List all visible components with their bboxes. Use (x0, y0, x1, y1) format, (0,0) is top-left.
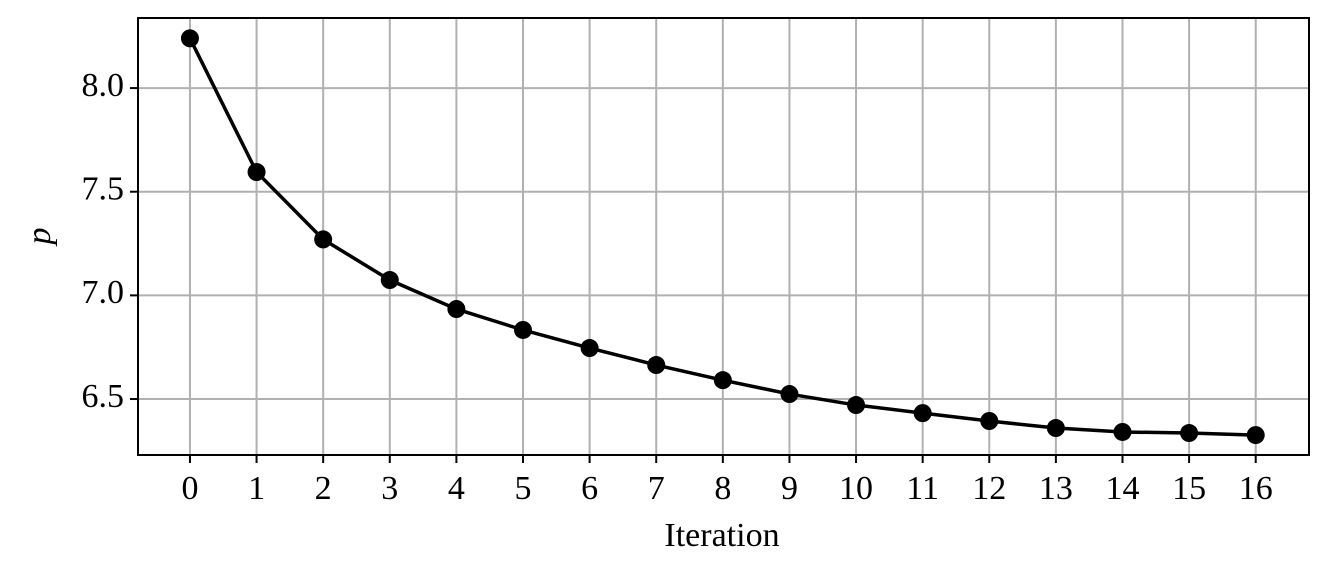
point (180, 29, 199, 48)
y-tick-label: 7.5 (82, 171, 125, 208)
x-tick-label: 9 (781, 470, 798, 507)
point (580, 339, 599, 358)
point (780, 385, 799, 404)
x-tick-label: 0 (181, 470, 198, 507)
x-tick-label: 3 (381, 470, 398, 507)
x-tick-label: 14 (1105, 470, 1139, 507)
point (314, 230, 333, 249)
point (847, 396, 866, 415)
point (247, 163, 266, 182)
point (1113, 422, 1132, 441)
point (713, 371, 732, 390)
point (647, 356, 666, 375)
x-tick-label: 16 (1239, 470, 1273, 507)
x-tick-label: 6 (581, 470, 598, 507)
x-tick-label: 11 (906, 470, 939, 507)
point (913, 404, 932, 423)
x-tick-label: 4 (448, 470, 465, 507)
x-tick-label: 15 (1172, 470, 1206, 507)
x-tick-label: 1 (248, 470, 265, 507)
x-tick-label: 10 (839, 470, 873, 507)
y-tick-label: 8.0 (82, 67, 125, 104)
y-tick-label: 6.5 (82, 378, 125, 415)
plot-frame (137, 17, 1310, 456)
x-tick-label: 5 (515, 470, 532, 507)
point (514, 320, 533, 339)
x-tick-label: 2 (315, 470, 332, 507)
point (1246, 426, 1265, 445)
point (1180, 424, 1199, 443)
y-tick-label: 7.0 (82, 274, 125, 311)
point (447, 300, 466, 319)
point (980, 412, 999, 431)
x-axis-label: Iteration (664, 517, 779, 554)
point (1046, 419, 1065, 438)
y-axis-label: p (21, 228, 58, 247)
x-tick-label: 8 (714, 470, 731, 507)
x-tick-label: 7 (648, 470, 665, 507)
x-tick-label: 13 (1039, 470, 1073, 507)
x-tick-label: 12 (972, 470, 1006, 507)
point (380, 271, 399, 290)
